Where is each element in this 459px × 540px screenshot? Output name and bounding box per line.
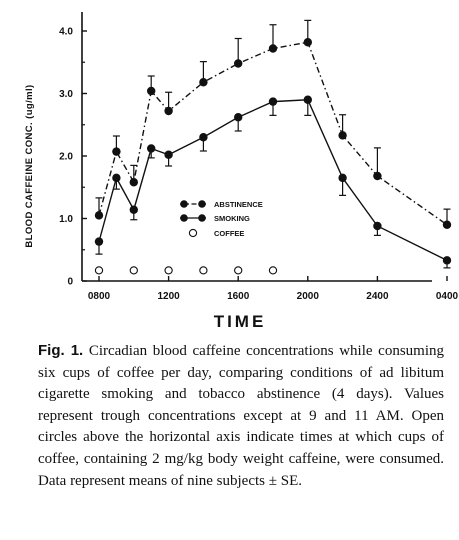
data-point — [147, 144, 156, 153]
data-point — [164, 150, 173, 159]
series-abstinence — [94, 19, 452, 229]
x-tick-label: 2400 — [366, 291, 389, 302]
data-point — [94, 237, 104, 246]
x-axis-label: TIME — [214, 312, 267, 331]
legend-marker — [198, 200, 206, 208]
data-point — [373, 221, 382, 231]
data-point — [338, 173, 347, 183]
data-point — [268, 97, 278, 106]
data-point — [268, 44, 278, 53]
legend-label: COFFEE — [214, 229, 244, 238]
data-point — [234, 113, 243, 122]
data-point — [338, 131, 347, 140]
figure-caption: Fig. 1. Circadian blood caffeine concent… — [38, 340, 444, 492]
x-tick-label: 0400 — [436, 291, 459, 302]
data-point — [303, 95, 312, 104]
x-tick-label: 2000 — [297, 291, 320, 302]
data-point — [303, 38, 312, 47]
data-point — [164, 106, 173, 116]
data-point — [94, 211, 104, 220]
y-tick-label: 3.0 — [59, 89, 73, 100]
data-point — [129, 205, 138, 214]
data-point — [147, 86, 156, 96]
coffee-marker — [268, 266, 278, 275]
caption-text: Circadian blood caffeine concentrations … — [38, 343, 444, 489]
coffee-marker — [94, 266, 104, 275]
data-point — [129, 178, 138, 187]
x-tick-label: 0800 — [88, 291, 111, 302]
y-tick-label: 1.0 — [59, 214, 73, 225]
data-point — [234, 59, 243, 68]
y-tick-label: 4.0 — [59, 27, 73, 38]
data-point — [199, 78, 208, 87]
legend-marker-coffee — [188, 228, 198, 238]
caption-label: Fig. 1. — [38, 342, 84, 359]
coffee-marker — [199, 266, 208, 275]
caffeine-chart: 0 1.0 2.0 3.0 4.0 0800 1200 1600 2000 2400 0400 A… — [24, 12, 459, 331]
legend-label: ABSTINENCE — [214, 200, 263, 209]
coffee-marker — [129, 266, 138, 275]
legend-marker — [180, 214, 188, 222]
data-point — [373, 171, 382, 181]
data-point — [112, 173, 121, 183]
chart-axes — [81, 12, 432, 282]
y-tick-label: 0 — [67, 277, 73, 288]
coffee-marker — [164, 266, 173, 275]
y-axis-ticks: 0 1.0 2.0 3.0 4.0 — [59, 27, 87, 288]
series-smoking — [94, 95, 452, 269]
series-line — [98, 41, 448, 226]
x-tick-label: 1600 — [227, 291, 250, 302]
chart-legend: ABSTINENCE SMOKING COFFEE — [180, 200, 263, 238]
data-point — [112, 147, 121, 156]
coffee-marker — [234, 266, 243, 275]
series-layer — [94, 19, 452, 269]
series-line — [98, 99, 448, 262]
y-axis-label: BLOOD CAFFEINE CONC. (ug/ml) — [24, 84, 35, 247]
y-tick-label: 2.0 — [59, 152, 73, 163]
coffee-markers — [94, 266, 278, 275]
data-point — [442, 256, 452, 265]
legend-label: SMOKING — [214, 214, 250, 223]
legend-marker — [198, 214, 206, 222]
data-point — [199, 133, 208, 142]
legend-marker — [180, 200, 188, 208]
x-tick-label: 1200 — [157, 291, 180, 302]
x-axis-ticks: 0800 1200 1600 2000 2400 0400 — [88, 276, 459, 302]
data-point — [442, 220, 452, 229]
